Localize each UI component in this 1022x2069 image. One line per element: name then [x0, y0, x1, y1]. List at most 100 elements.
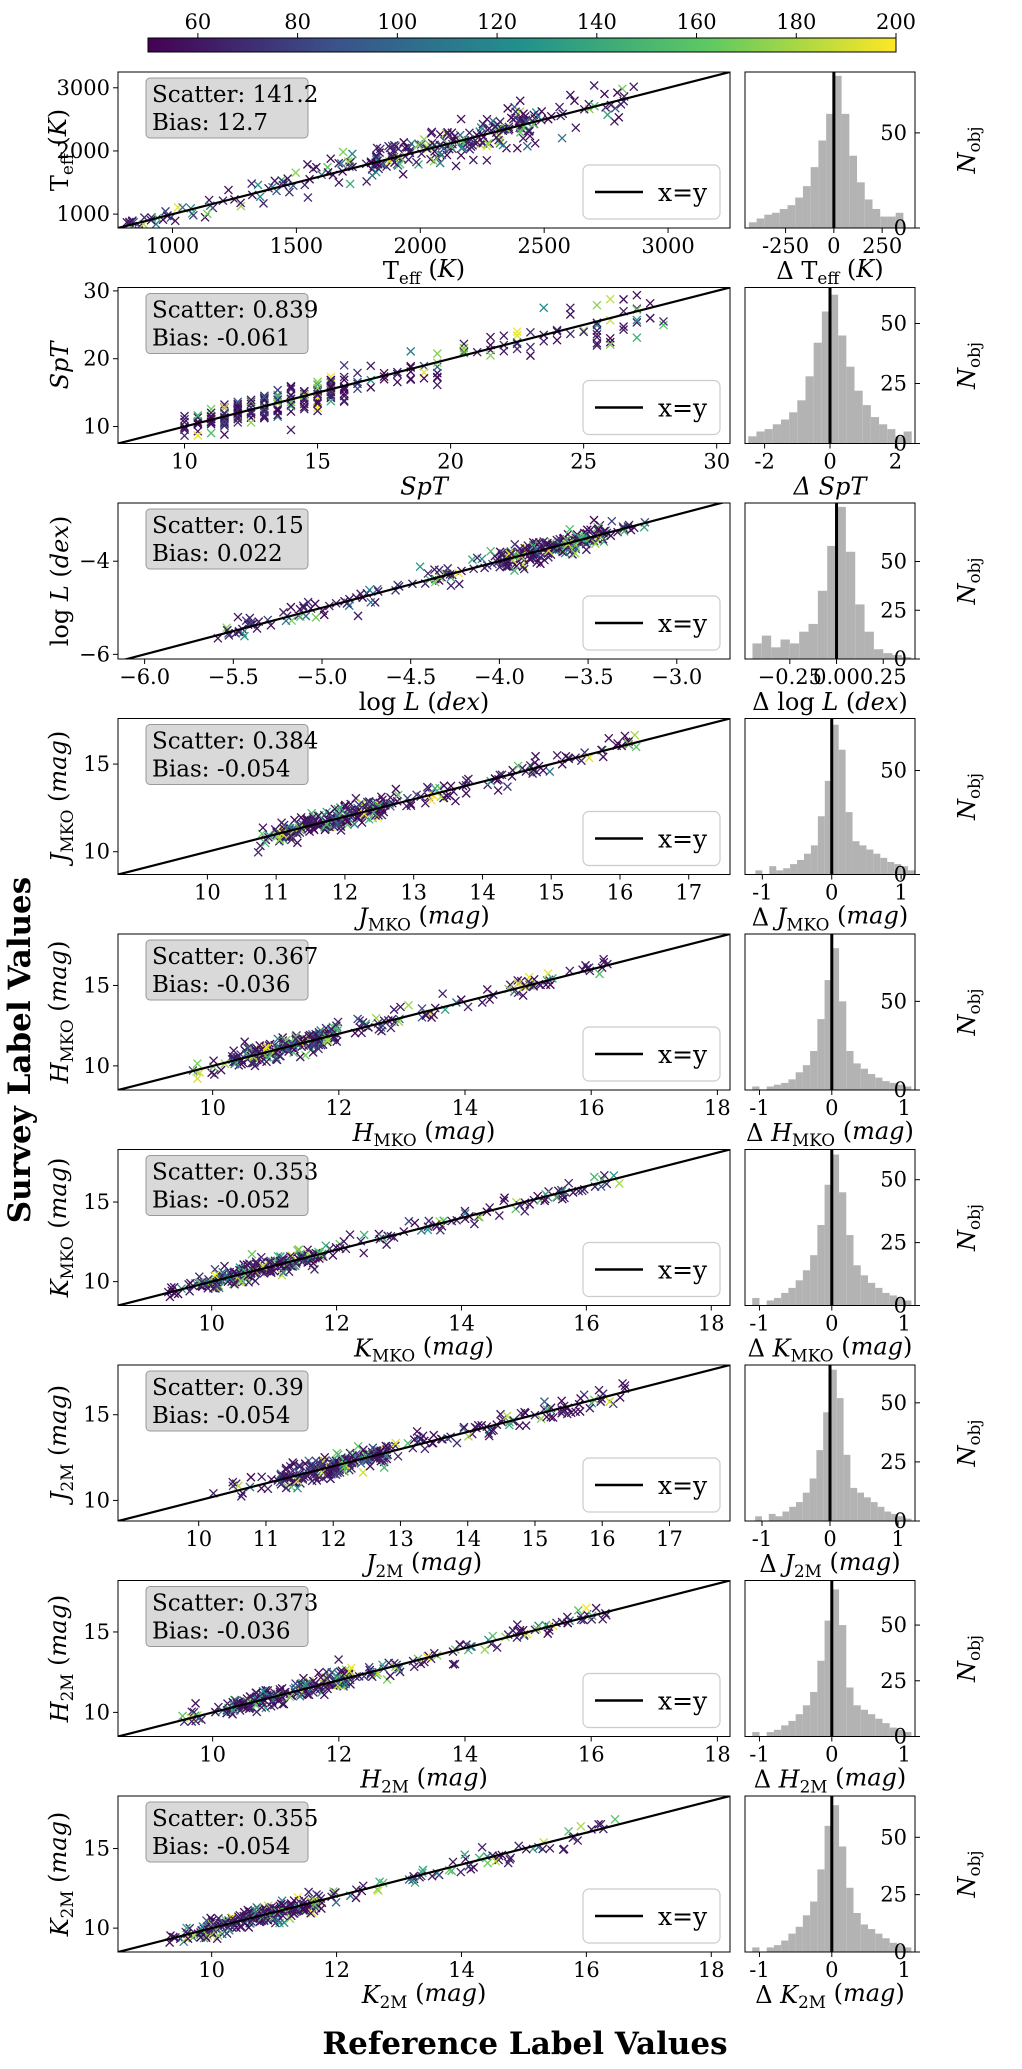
scatter-point	[339, 389, 349, 399]
hist-bar	[852, 841, 860, 875]
scatter-point-stroke	[604, 733, 614, 743]
scatter-point	[336, 159, 346, 168]
scatter-point	[535, 559, 545, 569]
scatter-point-stroke	[576, 756, 586, 766]
scatter-point-stroke	[313, 399, 323, 409]
colorbar: 60 80 100 120 140 160 180 200	[147, 10, 916, 53]
scatter-point	[467, 555, 477, 565]
scatter-point	[373, 810, 383, 820]
scatter-point	[286, 382, 296, 392]
scatter-point-stroke	[486, 332, 495, 342]
hist-bar	[780, 419, 790, 444]
scatter-point	[259, 198, 268, 208]
scatter-point	[246, 1058, 256, 1068]
scatter-point	[304, 1031, 314, 1041]
scatter-point-stroke	[353, 611, 363, 621]
scatter-point	[619, 322, 629, 332]
scatter-point-stroke	[386, 1023, 396, 1033]
scatter-point-stroke	[305, 817, 315, 827]
scatter-point-stroke	[357, 818, 367, 828]
hist-y-tick-label: 25	[880, 598, 907, 622]
scatter-point-stroke	[299, 387, 309, 397]
scatter-point-stroke	[273, 392, 283, 402]
scatter-point-stroke	[339, 396, 349, 406]
y-tick-label: 15	[83, 752, 110, 776]
scatter-point-stroke	[565, 329, 575, 339]
hist-bar	[889, 1082, 897, 1090]
scatter-point	[497, 550, 507, 560]
scatter-point-stroke	[334, 178, 344, 187]
scatter-point	[568, 549, 577, 559]
scatter-point-stroke	[193, 426, 203, 436]
scatter-point	[632, 317, 642, 327]
scatter-point-stroke	[313, 380, 323, 390]
scatter-point-stroke	[278, 177, 288, 187]
scatter-point-stroke	[299, 402, 309, 412]
scatter-point-stroke	[619, 325, 629, 335]
scatter-point-stroke	[632, 290, 642, 300]
scatter-point	[604, 733, 614, 743]
scatter-point	[552, 750, 562, 760]
scatter-point	[555, 102, 565, 112]
hist-y-tick-label: 0	[894, 647, 907, 671]
scatter-point-stroke	[286, 401, 296, 411]
scatter-point	[259, 407, 269, 417]
scatter-point-stroke	[645, 298, 655, 308]
scatter-point	[515, 127, 525, 137]
scatter-point	[429, 1010, 439, 1020]
hist-y-tick-label: 50	[880, 121, 907, 145]
scatter-point-stroke	[295, 612, 305, 622]
scatter-point-stroke	[612, 88, 622, 98]
scatter-point	[302, 159, 312, 169]
scatter-point	[246, 417, 256, 427]
scatter-point-stroke	[326, 390, 336, 400]
scatter-point	[347, 149, 357, 159]
scatter-point-stroke	[233, 404, 243, 414]
scatter-point-stroke	[415, 562, 425, 572]
legend-box	[582, 1026, 721, 1082]
scatter-point-stroke	[461, 775, 471, 785]
hist-bar	[797, 859, 804, 875]
x-tick-label: 14	[469, 881, 496, 905]
scatter-point-stroke	[385, 792, 395, 802]
scatter-point-stroke	[543, 969, 553, 979]
scatter-point	[250, 1061, 260, 1071]
scatter-point-stroke	[219, 400, 229, 410]
scatter-point-stroke	[499, 559, 509, 569]
scatter-point	[524, 126, 534, 136]
hist-bar	[864, 631, 874, 659]
scatter-point	[579, 327, 589, 337]
scatter-point-stroke	[343, 804, 353, 814]
scatter-point-stroke	[570, 96, 579, 106]
scatter-point-stroke	[308, 1040, 318, 1050]
scatter-point	[370, 597, 380, 607]
scatter-point-stroke	[419, 373, 429, 383]
scatter-point-stroke	[229, 1046, 239, 1056]
scatter-point-stroke	[513, 761, 523, 771]
scatter-point-stroke	[246, 1058, 256, 1068]
colorbar-tick-label: 180	[776, 10, 816, 34]
scatter-point	[427, 138, 437, 148]
hist-y-axis-label: Nobj	[953, 126, 984, 174]
hist-bar	[755, 870, 763, 875]
hist-bar	[766, 1086, 774, 1090]
scatter-point-stroke	[504, 550, 513, 560]
scatter-point-stroke	[525, 131, 535, 141]
scatter-point	[255, 192, 265, 202]
x-tick-label: 14	[452, 1096, 479, 1120]
hist-bar	[854, 390, 863, 444]
hist-bar	[901, 657, 912, 659]
scatter-point-stroke	[427, 138, 437, 148]
scatter-point	[491, 122, 501, 132]
scatter-point-stroke	[565, 90, 575, 100]
hist-bar	[896, 1084, 905, 1090]
scatter-point-stroke	[438, 989, 448, 999]
scatter-point	[326, 1024, 336, 1034]
scatter-point-stroke	[525, 327, 535, 337]
colorbar-bar	[147, 37, 897, 53]
hist-x-axis-label: Δ HMKO (mag)	[746, 1117, 914, 1150]
scatter-point-stroke	[432, 362, 442, 372]
scatter-point	[443, 563, 453, 573]
